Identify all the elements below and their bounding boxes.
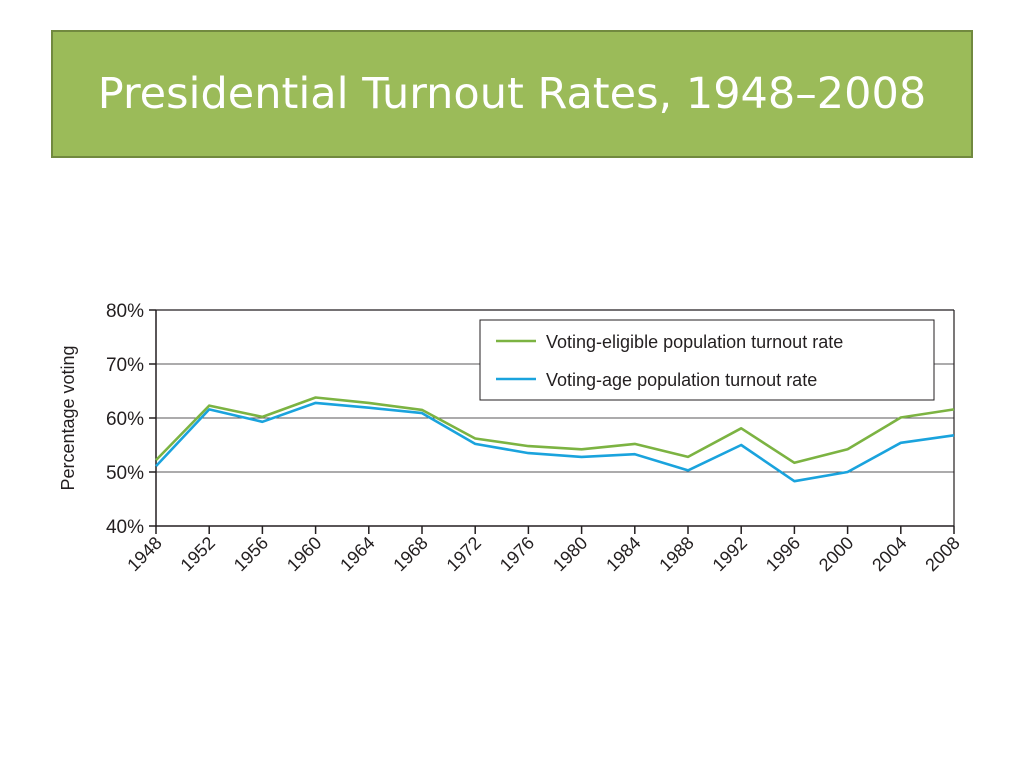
- x-tick-label: 1968: [389, 533, 431, 575]
- x-tick-label: 2000: [815, 533, 857, 575]
- y-tick-label: 40%: [106, 517, 144, 538]
- x-tick-label: 2008: [921, 533, 963, 575]
- x-tick-label: 2004: [868, 533, 910, 575]
- legend-label: Voting-eligible population turnout rate: [546, 332, 843, 352]
- x-tick-label: 1984: [602, 533, 644, 575]
- x-tick-label: 1948: [123, 533, 165, 575]
- series-line: [155, 401, 955, 483]
- x-tick-label: 1992: [709, 533, 751, 575]
- x-tick-label: 1960: [283, 533, 325, 575]
- y-tick-label: 80%: [106, 301, 144, 322]
- y-axis-label: Percentage voting: [58, 345, 78, 490]
- x-tick-label: 1964: [336, 533, 378, 575]
- series-lines: [155, 396, 955, 483]
- x-tick-label: 1976: [496, 533, 538, 575]
- y-tick-label: 60%: [106, 409, 144, 430]
- slide-title: Presidential Turnout Rates, 1948–2008: [97, 69, 927, 119]
- series-line: [155, 396, 955, 465]
- x-tick-label: 1988: [655, 533, 697, 575]
- x-tick-label: 1952: [177, 533, 219, 575]
- title-banner: Presidential Turnout Rates, 1948–2008: [51, 30, 973, 158]
- legend-label: Voting-age population turnout rate: [546, 370, 817, 390]
- y-tick-label: 50%: [106, 463, 144, 484]
- legend-box: [479, 319, 935, 401]
- x-tick-label: 1980: [549, 533, 591, 575]
- x-tick-label: 1956: [230, 533, 272, 575]
- legend: Voting-eligible population turnout rate V…: [479, 319, 935, 401]
- y-tick-label: 70%: [106, 355, 144, 376]
- x-tick-label: 1972: [443, 533, 485, 575]
- x-tick-label: 1996: [762, 533, 804, 575]
